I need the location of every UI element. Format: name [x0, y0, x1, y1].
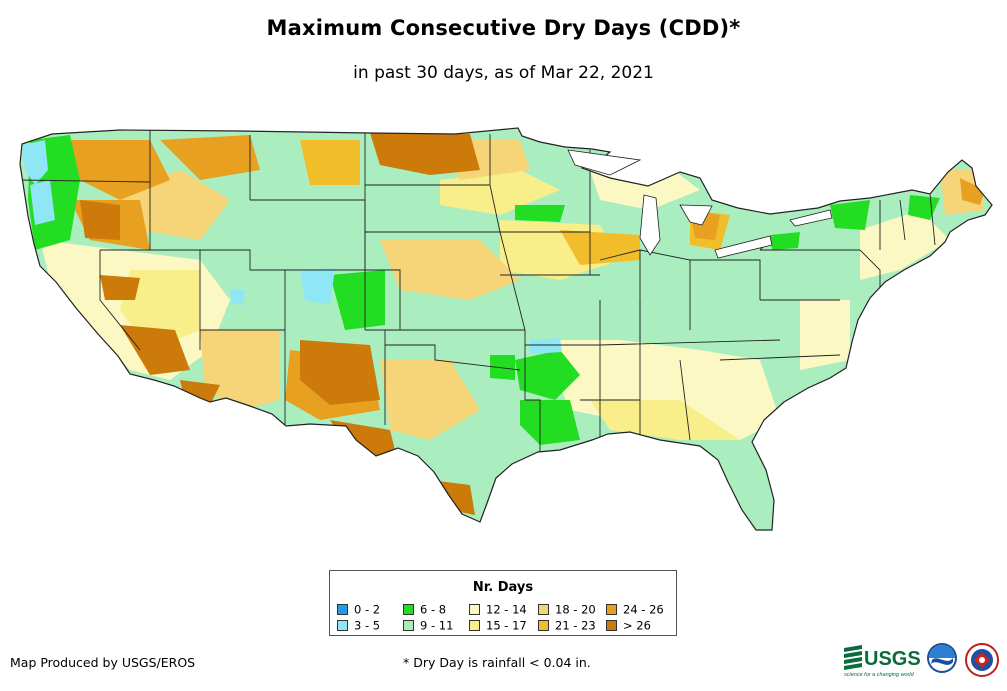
legend-swatch: [337, 604, 348, 615]
region-2: [770, 232, 800, 250]
region-2: [515, 205, 565, 222]
region-2: [330, 270, 385, 330]
legend-swatch: [606, 620, 617, 631]
legend-label: 9 - 11: [420, 618, 454, 633]
region-8: [960, 178, 985, 205]
agency-logos: USGS science for a changing world: [844, 643, 999, 678]
great-lakes: [567, 149, 833, 259]
map-credit: Map Produced by USGS/EROS: [10, 655, 196, 670]
region-5: [590, 400, 740, 440]
region-9: [120, 325, 190, 375]
legend-label: 0 - 2: [354, 602, 381, 617]
legend-item: 21 - 23: [538, 619, 596, 633]
region-6: [380, 240, 520, 300]
region-4: [860, 210, 950, 280]
legend-swatch: [469, 604, 480, 615]
legend-label: 15 - 17: [486, 618, 527, 633]
legend-swatch: [469, 620, 480, 631]
region-9: [100, 275, 140, 300]
region-1: [22, 140, 48, 185]
region-6: [380, 360, 480, 440]
region-9: [300, 340, 380, 405]
legend-title: Nr. Days: [472, 580, 534, 595]
noaa-logo: [927, 643, 957, 673]
region-9: [370, 133, 480, 175]
usgs-logo: USGS science for a changing world: [844, 645, 921, 678]
legend-label: 21 - 23: [555, 618, 596, 633]
legend-label: 18 - 20: [555, 602, 596, 617]
legend-item: 12 - 14: [469, 603, 527, 617]
legend-item: > 26: [606, 619, 651, 633]
state-borders: [20, 130, 936, 452]
legend-item: 24 - 26: [606, 603, 664, 617]
region-4: [800, 300, 850, 370]
nws-logo: [965, 643, 999, 677]
usgs-tagline: science for a changing world: [844, 672, 915, 678]
region-8: [70, 140, 170, 200]
region-6: [200, 330, 280, 410]
region-9: [430, 480, 475, 515]
us-outline: [19, 127, 993, 531]
legend-label: 12 - 14: [486, 602, 527, 617]
legend-label: > 26: [623, 618, 651, 633]
legend-label: 6 - 8: [420, 602, 447, 617]
legend-swatch: [403, 620, 414, 631]
region-1: [530, 338, 562, 354]
region-1: [30, 180, 55, 225]
map-title: Maximum Consecutive Dry Days (CDD)*: [266, 16, 741, 40]
legend-item: 18 - 20: [538, 603, 596, 617]
map-subtitle: in past 30 days, as of Mar 22, 2021: [353, 63, 654, 83]
region-7: [300, 140, 360, 185]
legend-swatch: [538, 620, 549, 631]
legend-item: 0 - 2: [337, 603, 380, 617]
legend-label: 3 - 5: [354, 618, 381, 633]
legend-swatch: [337, 620, 348, 631]
legend-item: 3 - 5: [337, 619, 380, 633]
region-5: [440, 170, 560, 215]
legend-label: 24 - 26: [623, 602, 664, 617]
region-2: [515, 350, 580, 400]
region-7: [560, 230, 640, 265]
region-9: [80, 200, 120, 240]
region-8: [160, 135, 260, 180]
region-1: [300, 268, 335, 305]
region-2: [830, 200, 870, 230]
legend-swatch: [606, 604, 617, 615]
legend-item: 9 - 11: [403, 619, 453, 633]
legend-swatch: [403, 604, 414, 615]
dry-day-footnote: * Dry Day is rainfall < 0.04 in.: [403, 655, 591, 670]
legend-item: 15 - 17: [469, 619, 527, 633]
region-2: [520, 400, 580, 445]
legend-item: 6 - 8: [403, 603, 446, 617]
usgs-wordmark: USGS: [864, 648, 921, 670]
legend-swatch: [538, 604, 549, 615]
region-1: [230, 290, 245, 305]
